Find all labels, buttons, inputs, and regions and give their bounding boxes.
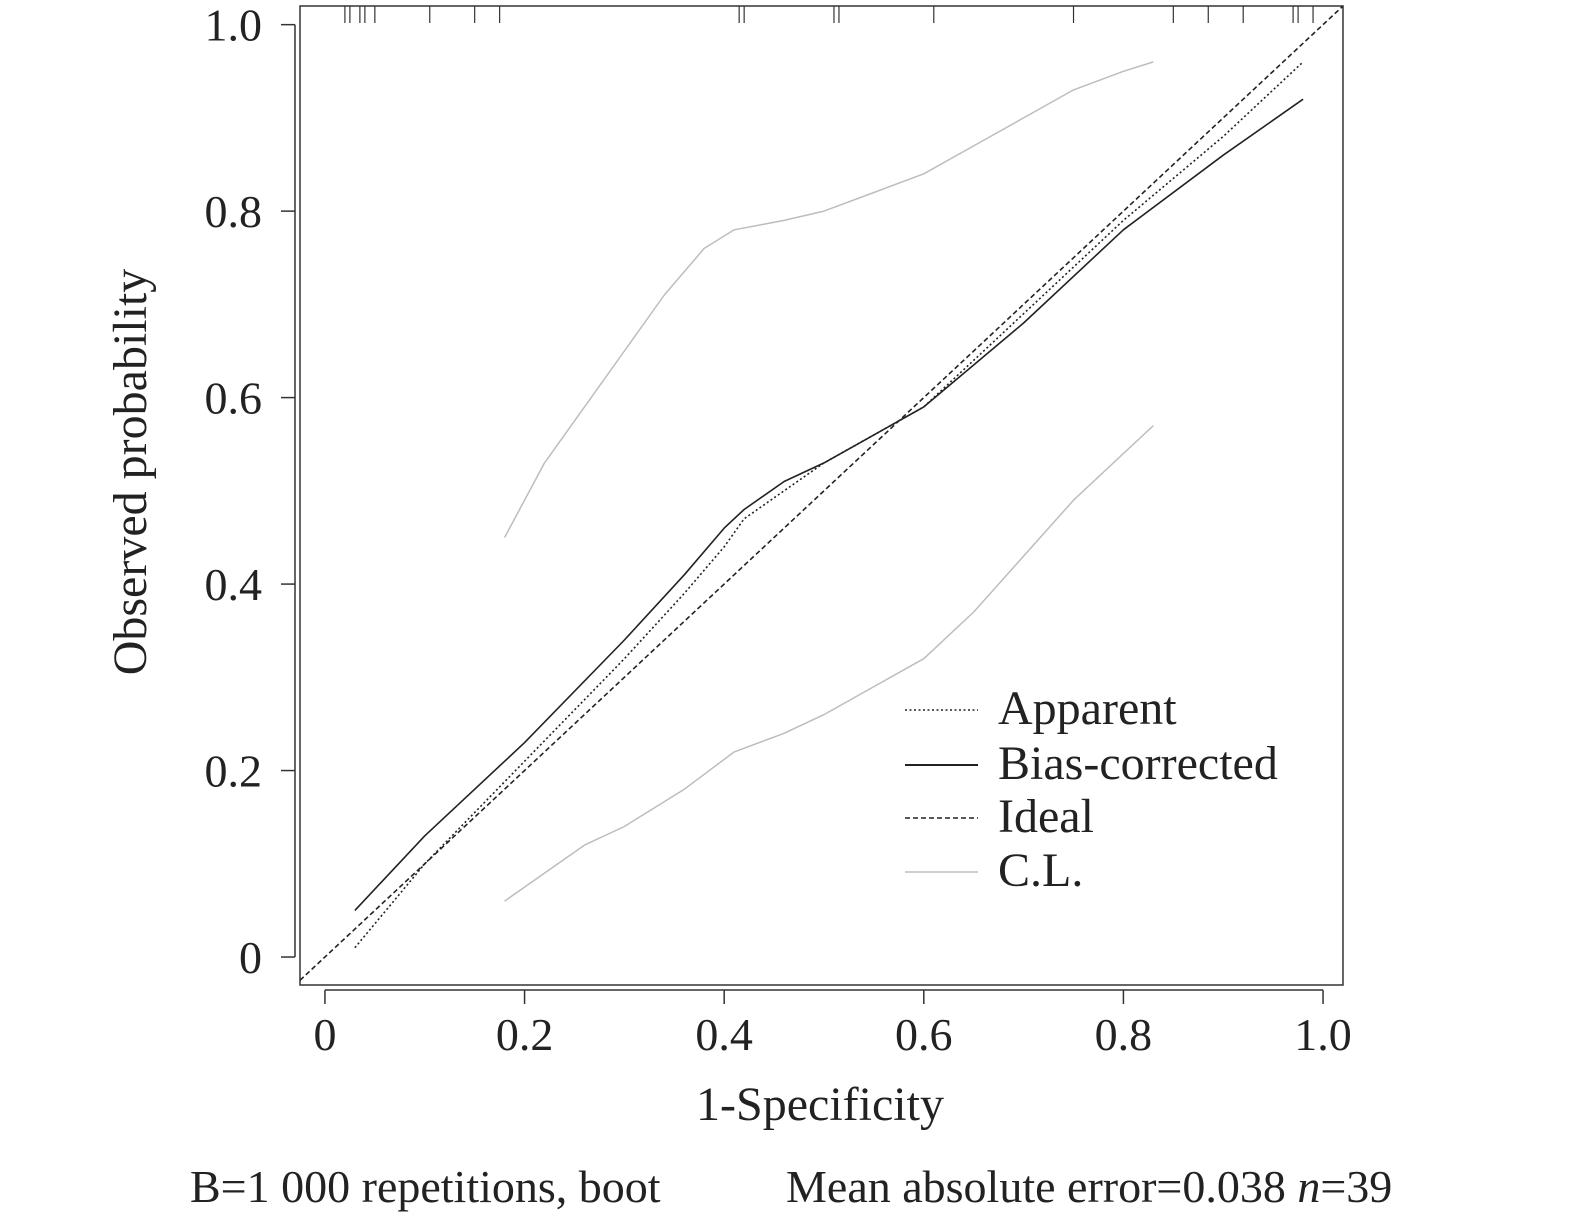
y-tick-label: 0.6 [205, 373, 263, 424]
series-line-bias-corrected [354, 98, 1304, 911]
footer-repetitions: B=1 000 repetitions, boot [190, 1161, 661, 1212]
footer-caption: B=1 000 repetitions, boot Mean absolute … [0, 1160, 1575, 1220]
plot-border [299, 5, 1344, 986]
x-tick-label: 0.2 [496, 1009, 554, 1060]
footer-n-label: n [1297, 1161, 1321, 1212]
y-tick-label: 0.8 [205, 186, 263, 237]
y-axis-title: Observed probability [104, 269, 157, 676]
calibration-chart: 0 0.2 0.4 0.6 0.8 1.0 0 0.2 0.4 0.6 0.8 1.0 1-Spec… [104, 0, 1352, 1131]
footer-n-value: =39 [1320, 1161, 1393, 1212]
footer-mae-text: Mean absolute error=0.038 [786, 1161, 1298, 1212]
x-tick-label: 0 [313, 1009, 336, 1060]
x-tick-label: 1.0 [1294, 1009, 1352, 1060]
legend-label: Apparent [998, 682, 1177, 735]
x-tick-label: 0.6 [895, 1009, 953, 1060]
y-tick-label: 0 [239, 932, 262, 983]
plot-frame [299, 5, 1344, 986]
legend-label: Ideal [998, 790, 1094, 843]
x-axis-title: 1-Specificity [696, 1078, 944, 1131]
y-tick-label: 1.0 [205, 0, 263, 51]
series-line-ideal [299, 5, 1344, 981]
rug-marks [344, 6, 1314, 23]
x-tick-label: 0.8 [1095, 1009, 1153, 1060]
legend-label: Bias-corrected [998, 737, 1278, 790]
series-line-apparent [354, 61, 1304, 949]
series-line-c-l [503, 61, 1154, 538]
x-axis: 0 0.2 0.4 0.6 0.8 1.0 [313, 989, 1352, 1060]
legend-label: C.L. [998, 844, 1083, 897]
y-tick-label: 0.2 [205, 746, 263, 797]
y-axis: 0 0.2 0.4 0.6 0.8 1.0 [205, 0, 296, 983]
series-layer [299, 5, 1344, 981]
footer-mae: Mean absolute error=0.038 n=39 [786, 1160, 1392, 1213]
y-tick-label: 0.4 [205, 559, 263, 610]
x-tick-label: 0.4 [695, 1009, 753, 1060]
series-line-c-l-lower [504, 425, 1154, 902]
